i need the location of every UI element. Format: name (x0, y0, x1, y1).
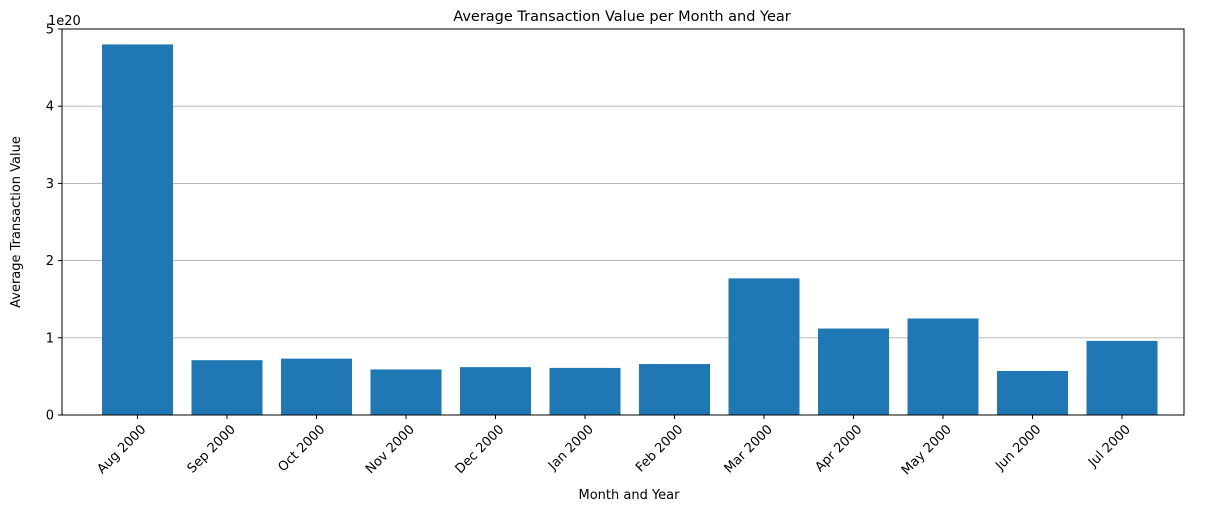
bar (1086, 340, 1158, 415)
y-axis-ticks: 0 1 2 3 4 5 (46, 23, 62, 424)
y-tick-label: 3 (46, 177, 54, 192)
x-tick-label: Mar 2000 (722, 422, 776, 476)
bar (728, 278, 800, 415)
bar (818, 328, 889, 415)
x-axis-ticks: Aug 2000 Sep 2000 Oct 2000 Nov 2000 Dec 2000… (94, 415, 1134, 478)
x-tick-label: Nov 2000 (363, 422, 418, 477)
y-tick-label: 5 (46, 23, 54, 38)
chart-title: Average Transaction Value per Month and … (453, 9, 791, 25)
y-axis-label: Average Transaction Value (9, 136, 24, 308)
x-axis-label: Month and Year (579, 488, 681, 503)
bar (281, 358, 352, 415)
x-tick-label: Dec 2000 (453, 422, 508, 477)
y-gridlines (62, 28, 1184, 339)
bar (102, 44, 173, 415)
y-tick-label: 4 (46, 100, 54, 115)
plot-frame (61, 28, 1185, 416)
bar (997, 370, 1068, 415)
bar (370, 369, 442, 415)
y-tick-label: 1 (46, 331, 54, 346)
x-tick-label: Aug 2000 (94, 422, 149, 477)
bar (639, 364, 710, 415)
bar (549, 367, 621, 415)
y-tick-label: 0 (46, 409, 54, 424)
x-tick-label: Jul 2000 (1085, 422, 1134, 471)
x-tick-label: Feb 2000 (633, 422, 686, 475)
y-tick-label: 2 (46, 254, 54, 269)
x-tick-label: Apr 2000 (812, 422, 865, 475)
x-tick-label: Jun 2000 (992, 422, 1044, 474)
x-tick-label: Oct 2000 (276, 422, 329, 475)
bar-series (102, 44, 1158, 415)
bar (191, 360, 263, 415)
x-tick-label: May 2000 (899, 422, 955, 478)
bar (907, 318, 979, 415)
x-tick-label: Jan 2000 (545, 422, 597, 474)
bar (460, 367, 531, 415)
x-tick-label: Sep 2000 (185, 422, 239, 476)
y-offset-label: 1e20 (48, 14, 81, 29)
